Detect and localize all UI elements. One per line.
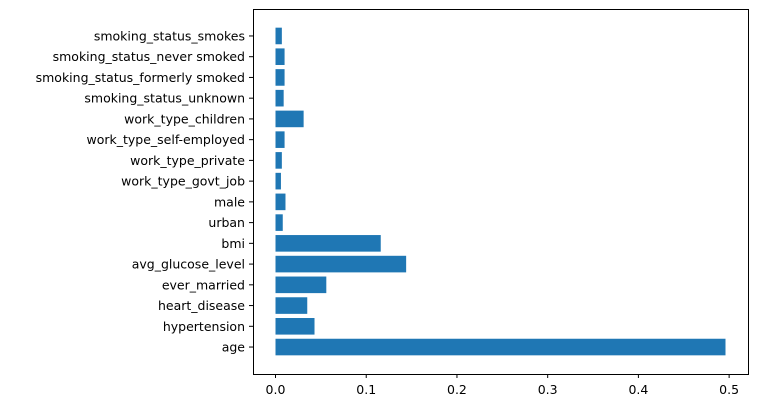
y-tick-label: work_type_govt_job (121, 174, 245, 189)
y-axis-ticks: age hypertension heart_disease ever_married… (36, 28, 253, 355)
y-tick-label: smoking_status_smokes (94, 28, 245, 43)
bar-smoking-status-unknown (275, 89, 284, 107)
x-axis-ticks: 0.0 0.1 0.2 0.3 0.4 0.5 (266, 374, 739, 397)
bar-hypertension (275, 318, 315, 335)
y-tick-label: work_type_private (130, 153, 245, 168)
bars-layer (275, 27, 726, 356)
y-tick-label: smoking_status_formerly smoked (36, 70, 245, 85)
plot-frame (253, 9, 749, 375)
bar-work-type-children (275, 110, 304, 128)
x-tick-label: 0.5 (719, 382, 739, 397)
bar-male (275, 193, 286, 211)
y-tick-label: urban (208, 215, 245, 230)
y-tick-label: work_type_children (124, 111, 245, 126)
x-tick-label: 0.1 (356, 382, 376, 397)
bar-work-type-govt-job (275, 172, 281, 190)
bar-smoking-status-formerly-smoked (275, 69, 285, 86)
bar-work-type-private (275, 152, 282, 169)
y-tick-label: avg_glucose_level (132, 257, 245, 272)
y-tick-label: hypertension (163, 319, 245, 334)
bar-urban (275, 214, 283, 231)
y-tick-label: age (222, 340, 246, 355)
bar-ever-married (275, 276, 327, 294)
x-tick-label: 0.0 (266, 382, 286, 397)
bar-smoking-status-smokes (275, 27, 282, 45)
y-tick-label: bmi (221, 236, 245, 251)
bar-heart-disease (275, 297, 308, 314)
bar-work-type-self-employed (275, 131, 285, 148)
bar-smoking-status-never-smoked (275, 48, 285, 65)
bar-avg-glucose-level (275, 255, 407, 273)
bar-bmi (275, 235, 381, 252)
x-tick-label: 0.3 (538, 382, 558, 397)
y-tick-label: ever_married (162, 277, 245, 292)
x-tick-label: 0.4 (628, 382, 648, 397)
y-tick-label: male (214, 194, 245, 209)
y-tick-label: smoking_status_never smoked (53, 49, 245, 64)
y-tick-label: smoking_status_unknown (84, 91, 245, 106)
x-tick-label: 0.2 (447, 382, 467, 397)
y-tick-label: heart_disease (158, 298, 245, 313)
bar-age (275, 338, 726, 356)
y-tick-label: work_type_self-employed (86, 132, 245, 147)
